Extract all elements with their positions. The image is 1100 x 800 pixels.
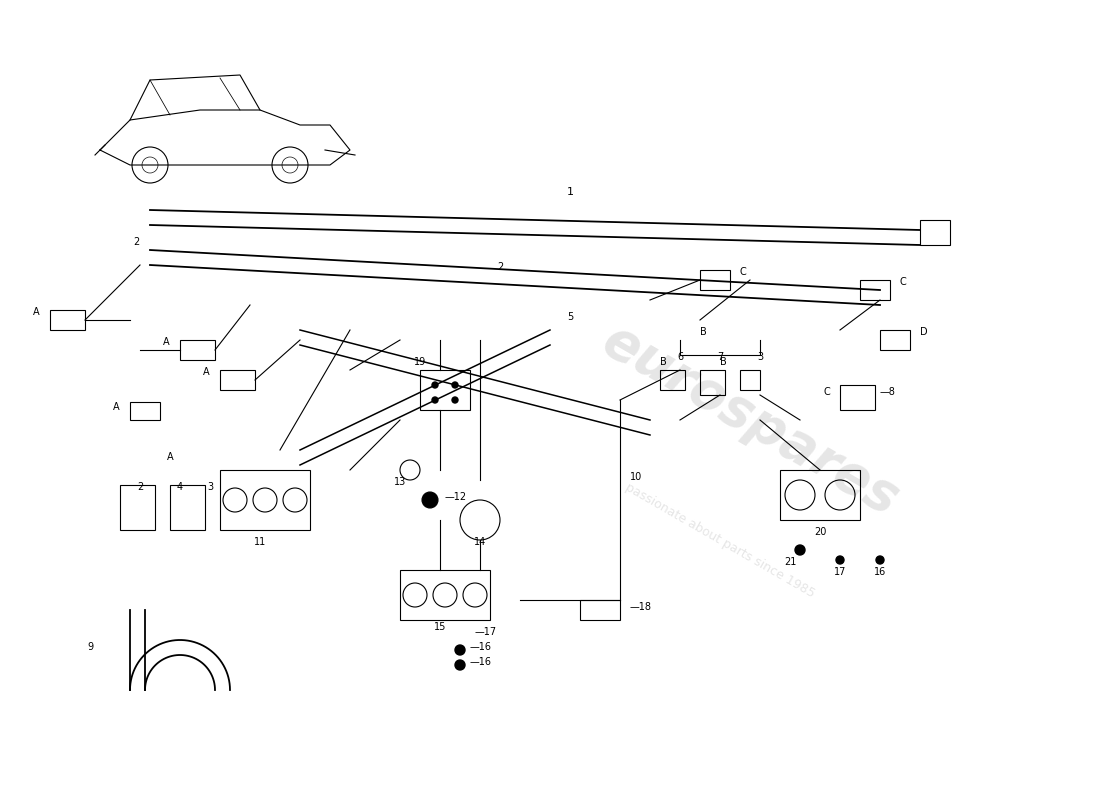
Text: 7: 7 (717, 352, 723, 362)
Circle shape (455, 645, 465, 655)
Text: B: B (700, 327, 706, 337)
Bar (660, 370, 685, 390)
Text: 3: 3 (207, 482, 213, 492)
Bar (580, 600, 620, 620)
Text: 20: 20 (814, 527, 826, 537)
Text: —18: —18 (630, 602, 652, 612)
Bar (50, 310, 85, 330)
Bar (130, 402, 159, 420)
Text: —16: —16 (470, 657, 492, 667)
Bar (700, 370, 725, 395)
Text: 17: 17 (834, 567, 846, 577)
Circle shape (452, 397, 458, 403)
Text: 14: 14 (474, 537, 486, 547)
Text: A: A (164, 337, 170, 347)
Text: 10: 10 (630, 472, 642, 482)
Circle shape (432, 397, 438, 403)
Text: 15: 15 (433, 622, 447, 632)
Circle shape (452, 382, 458, 388)
Text: 21: 21 (784, 557, 796, 567)
Text: 2: 2 (136, 482, 143, 492)
Text: 1: 1 (566, 187, 573, 197)
Bar (780, 470, 860, 520)
Text: 2: 2 (134, 237, 140, 247)
Bar (220, 370, 255, 390)
Bar (920, 220, 950, 245)
Text: —16: —16 (470, 642, 492, 652)
Text: eurospares: eurospares (593, 314, 908, 526)
Text: 6: 6 (676, 352, 683, 362)
Text: B: B (720, 357, 727, 367)
Circle shape (836, 556, 844, 564)
Bar (700, 270, 730, 290)
Text: A: A (204, 367, 210, 377)
Text: A: A (113, 402, 120, 412)
Text: C: C (740, 267, 747, 277)
Bar (120, 485, 155, 530)
Text: C: C (823, 387, 830, 397)
Circle shape (432, 382, 438, 388)
Bar (420, 370, 470, 410)
Circle shape (795, 545, 805, 555)
Bar (220, 470, 310, 530)
Text: 13: 13 (394, 477, 406, 487)
Text: —17: —17 (475, 627, 497, 637)
Text: 5: 5 (566, 312, 573, 322)
Bar (180, 340, 214, 360)
Text: —12: —12 (446, 492, 468, 502)
Bar (860, 280, 890, 300)
Text: 11: 11 (254, 537, 266, 547)
Text: 4: 4 (177, 482, 183, 492)
Bar (170, 485, 205, 530)
Bar (740, 370, 760, 390)
Text: passionate about parts since 1985: passionate about parts since 1985 (623, 480, 817, 600)
Text: 19: 19 (414, 357, 426, 367)
Text: 3: 3 (757, 352, 763, 362)
Text: —8: —8 (880, 387, 895, 397)
Text: A: A (33, 307, 40, 317)
Text: D: D (920, 327, 927, 337)
Text: 16: 16 (873, 567, 887, 577)
Text: 9: 9 (87, 642, 94, 652)
Circle shape (455, 660, 465, 670)
Bar (880, 330, 910, 350)
Text: C: C (900, 277, 906, 287)
Text: 2: 2 (497, 262, 503, 272)
Text: A: A (167, 452, 174, 462)
Bar (400, 570, 490, 620)
Text: B: B (660, 357, 667, 367)
Bar (840, 385, 874, 410)
Circle shape (876, 556, 884, 564)
Circle shape (422, 492, 438, 508)
